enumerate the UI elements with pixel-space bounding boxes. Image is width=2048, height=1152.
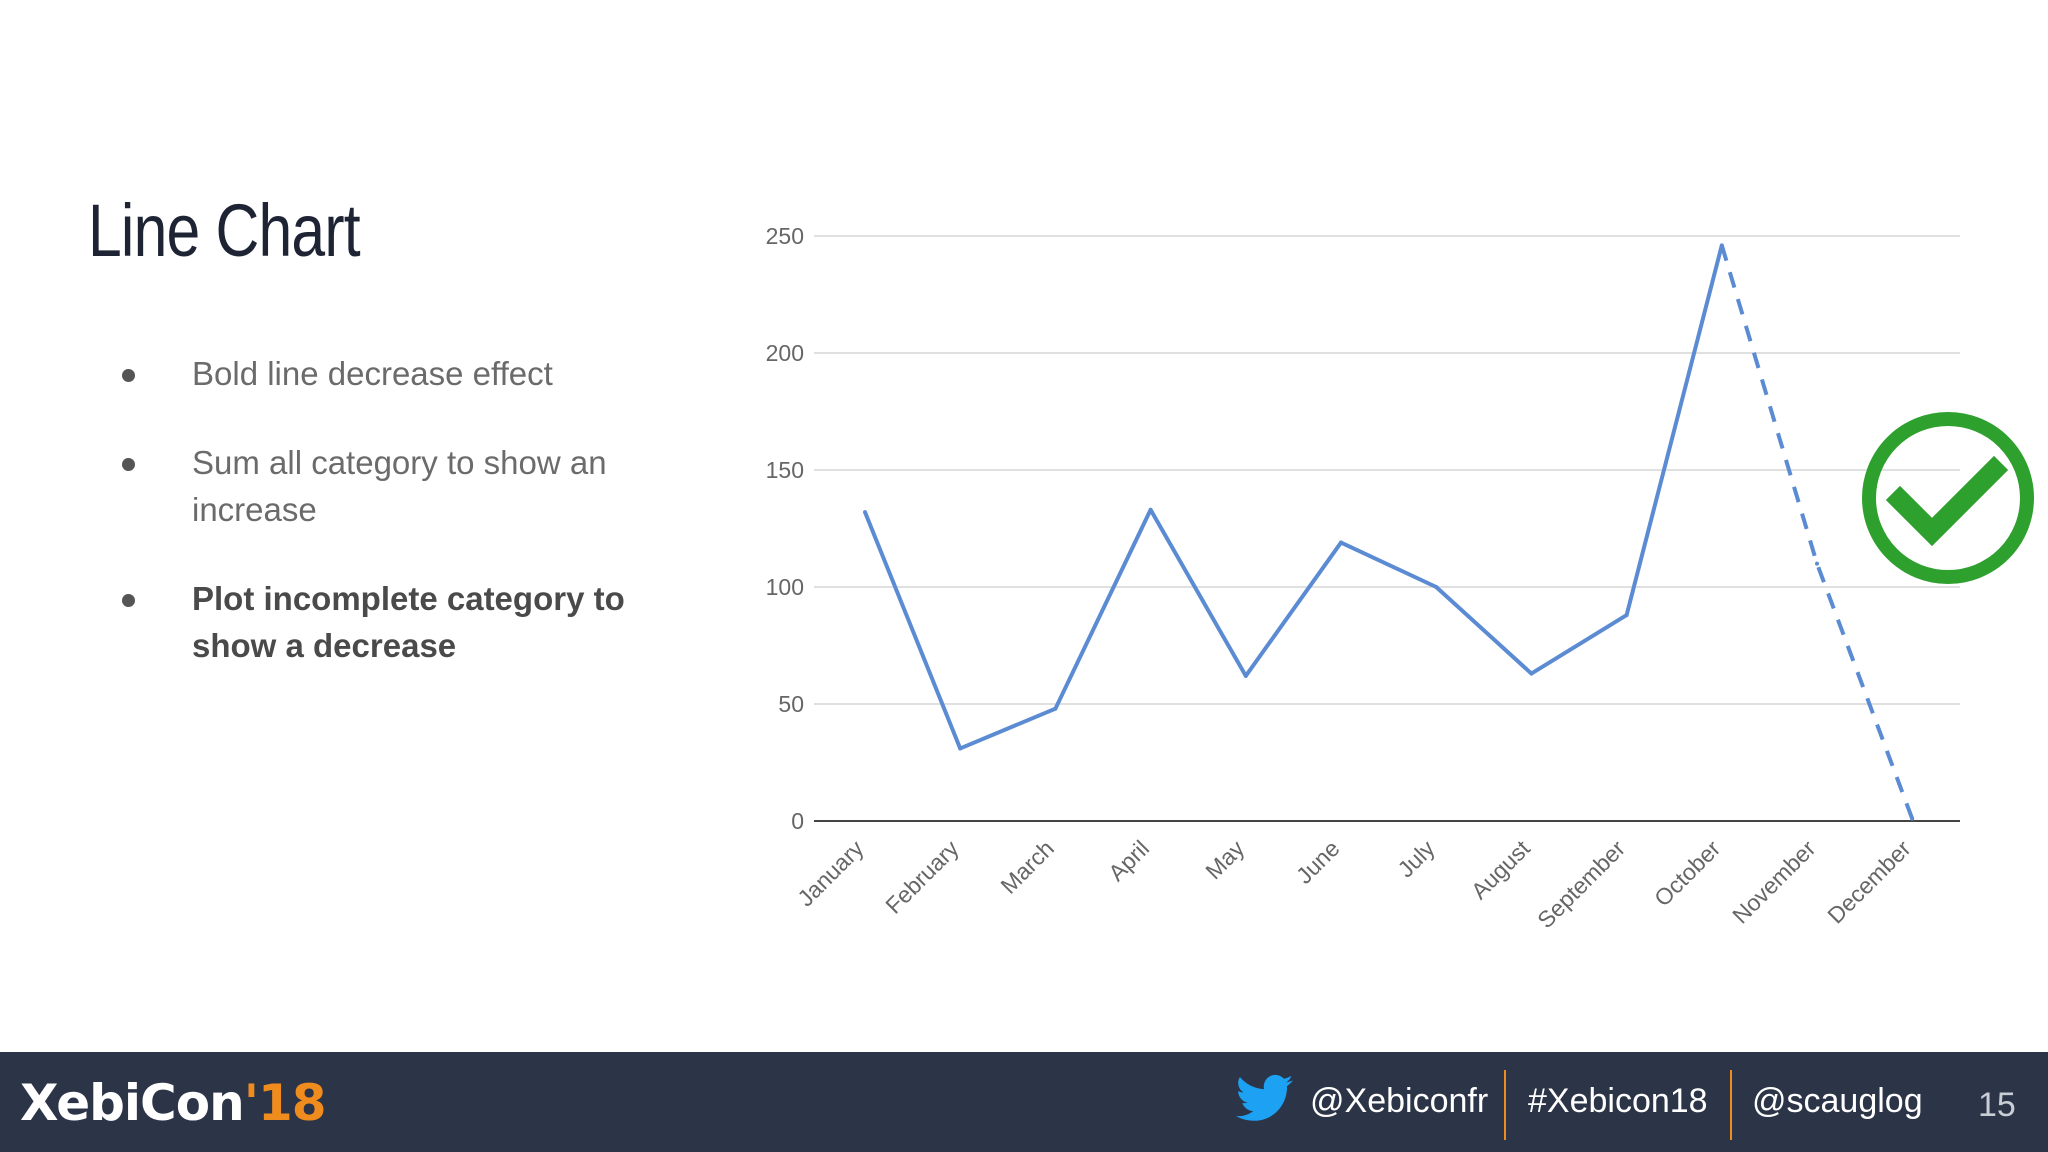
y-tick-label: 50 [778, 691, 804, 717]
twitter-bird-icon [1236, 1074, 1294, 1121]
x-tick-label: February [880, 835, 964, 919]
x-tick-label: January [792, 835, 869, 912]
check-circle-icon [1862, 412, 2034, 584]
bullet-item-highlighted: Plot incomplete category to show a decre… [118, 575, 678, 669]
slide-title: Line Chart [88, 189, 361, 272]
bullet-dot-icon [122, 594, 135, 607]
footer-bar [0, 1052, 2048, 1152]
data-point [1815, 561, 1819, 566]
y-tick-label: 150 [766, 457, 804, 483]
data-point [1910, 816, 1915, 821]
data-point [1053, 706, 1058, 711]
x-tick-label: September [1532, 835, 1630, 933]
footer-separator [1504, 1070, 1506, 1140]
event-hashtag: #Xebicon18 [1528, 1082, 1708, 1120]
series-line [863, 244, 1724, 751]
x-tick-label: August [1466, 835, 1535, 904]
data-point [1719, 243, 1724, 248]
data-point [1148, 507, 1153, 512]
xebicon-logo: XebiCon'18 [20, 1074, 327, 1132]
x-tick-label: July [1392, 835, 1440, 883]
x-tick-label: March [995, 835, 1059, 899]
bullet-dot-icon [122, 458, 135, 471]
bullet-text: Sum all category to show an increase [192, 444, 607, 528]
page-number: 15 [1978, 1086, 2016, 1124]
data-point [1529, 671, 1534, 676]
bullet-item: Sum all category to show an increase [118, 439, 678, 533]
x-tick-label: April [1103, 835, 1154, 886]
data-point [958, 746, 963, 751]
x-tick-label: November [1727, 835, 1821, 929]
y-tick-label: 250 [766, 223, 804, 249]
y-tick-label: 100 [766, 574, 804, 600]
line-chart: 0 50 100 150 200 250 January February March April… [766, 223, 1960, 933]
bullet-dot-icon [122, 369, 135, 382]
data-point [1434, 585, 1439, 589]
x-tick-label: December [1822, 835, 1916, 929]
bullet-item: Bold line decrease effect [118, 350, 678, 397]
bullet-list: Bold line decrease effect Sum all catego… [118, 350, 678, 711]
y-tick-label: 0 [791, 808, 804, 834]
series-line-incomplete [1719, 244, 1915, 820]
data-point [1243, 673, 1248, 678]
bullet-text: Plot incomplete category to show a decre… [192, 580, 625, 664]
twitter-handle: @Xebiconfr [1310, 1082, 1489, 1120]
footer-separator [1730, 1070, 1732, 1140]
x-tick-label: October [1649, 835, 1725, 911]
speaker-handle: @scauglog [1752, 1082, 1923, 1120]
bullet-text: Bold line decrease effect [192, 355, 553, 392]
data-point [863, 510, 867, 515]
x-tick-label: June [1291, 835, 1345, 889]
x-tick-label: May [1200, 835, 1249, 884]
data-point [1624, 613, 1629, 618]
data-point [1339, 540, 1343, 545]
y-tick-label: 200 [766, 340, 804, 366]
